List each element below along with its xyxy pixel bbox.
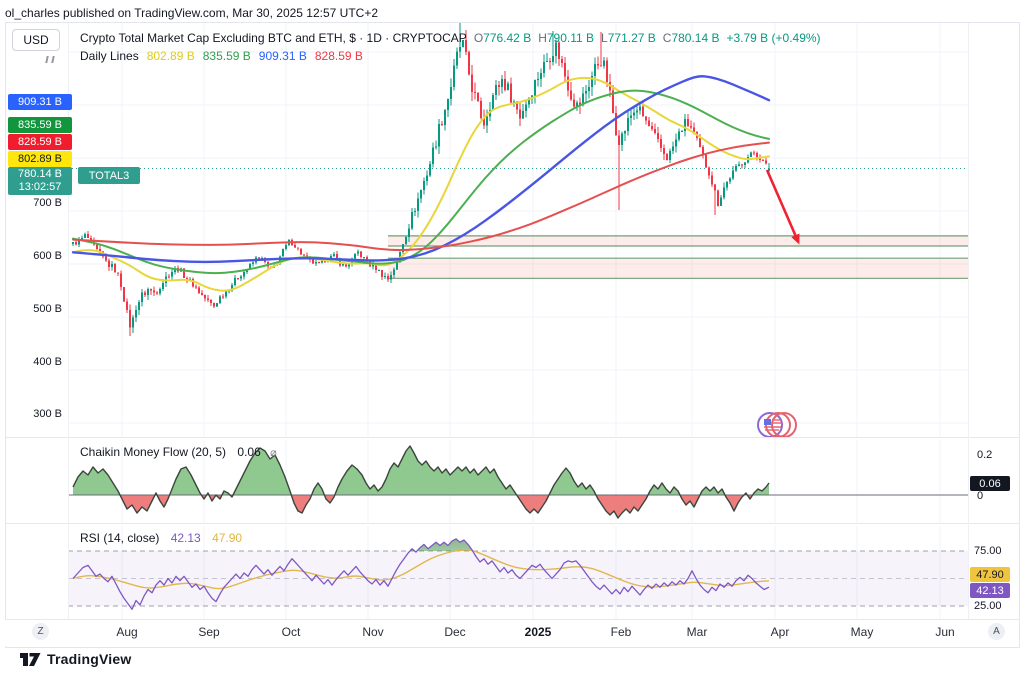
rsi-axis-top: 75.00 bbox=[974, 545, 1002, 557]
time-axis-label-may: May bbox=[850, 625, 874, 639]
rsi-pane[interactable] bbox=[0, 526, 1024, 619]
rsi-ma-value: 47.90 bbox=[212, 531, 243, 545]
ohlc-value: 780.14 B bbox=[671, 31, 720, 45]
cmf-axis-top: 0.2 bbox=[977, 449, 993, 461]
grid bbox=[68, 22, 968, 438]
tradingview-brand-text: TradingView bbox=[47, 651, 132, 667]
rsi-grid bbox=[121, 526, 941, 619]
rsi-legend-row[interactable]: RSI (14, close) 42.13 47.90 bbox=[80, 531, 242, 545]
cmf-last-value-badge: 0.06 bbox=[970, 476, 1010, 491]
price-tag-yellow-ma: 802.89 B bbox=[8, 151, 72, 167]
rsi-label: RSI (14, close) bbox=[80, 531, 160, 545]
price-tag-red-ma: 828.59 B bbox=[8, 134, 72, 150]
ohlc-key: O bbox=[473, 31, 484, 45]
rsi-ma-line bbox=[72, 549, 770, 590]
time-axis-label-oct: Oct bbox=[281, 625, 301, 639]
price-axis-tick: 400 B bbox=[33, 356, 62, 368]
price-pane[interactable] bbox=[0, 22, 1024, 438]
tradingview-logo-icon bbox=[20, 652, 41, 666]
symbol-legend-row[interactable]: Crypto Total Market Cap Excluding BTC an… bbox=[80, 31, 821, 45]
ma-red bbox=[72, 141, 770, 251]
ma-yellow bbox=[72, 76, 770, 292]
price-axis-tick: 600 B bbox=[33, 250, 62, 262]
adjust-button[interactable]: A bbox=[988, 623, 1005, 640]
timezone-button[interactable]: Z bbox=[32, 623, 49, 640]
rsi-line bbox=[72, 538, 770, 610]
rsi-value: 42.13 bbox=[170, 531, 201, 545]
currency-label: USD bbox=[23, 33, 49, 47]
ohlc-value: 771.27 B bbox=[607, 31, 656, 45]
cmf-label: Chaikin Money Flow (20, 5) bbox=[80, 445, 227, 459]
time-axis-label-jun: Jun bbox=[935, 625, 955, 639]
rsi-ma-badge: 47.90 bbox=[970, 567, 1010, 582]
rsi-value-badge: 42.13 bbox=[970, 583, 1010, 598]
time-axis-label-2025: 2025 bbox=[524, 625, 552, 639]
left-axis-border bbox=[68, 23, 69, 619]
time-axis-label-aug: Aug bbox=[116, 625, 138, 639]
cmf-legend-row[interactable]: Chaikin Money Flow (20, 5) 0.06 ⌀ bbox=[80, 445, 277, 459]
time-axis-separator bbox=[5, 619, 1019, 620]
price-axis-tick: 500 B bbox=[33, 303, 62, 315]
currency-button[interactable]: USD bbox=[12, 29, 60, 51]
daily-line-value: 835.59 B bbox=[202, 49, 251, 63]
change-value: +3.79 B (+0.49%) bbox=[726, 31, 821, 45]
time-axis-label-nov: Nov bbox=[362, 625, 384, 639]
symbol-tag-total3: TOTAL3 bbox=[78, 167, 140, 184]
daily-lines-label: Daily Lines bbox=[80, 49, 139, 63]
down-arrow-annotation[interactable] bbox=[765, 169, 800, 245]
time-axis-label-sep: Sep bbox=[198, 625, 220, 639]
cmf-value: 0.06 bbox=[237, 445, 261, 459]
ma-blue bbox=[71, 75, 771, 264]
cmf-area bbox=[68, 445, 968, 519]
daily-line-value: 909.31 B bbox=[258, 49, 307, 63]
price-tag-last: 780.14 B 13:02:57 bbox=[8, 167, 72, 195]
time-axis-label-apr: Apr bbox=[770, 625, 790, 639]
rsi-axis-bottom: 25.00 bbox=[974, 600, 1002, 612]
attribution-text: ol_charles published on TradingView.com,… bbox=[5, 6, 379, 20]
ohlc-value: 790.11 B bbox=[546, 31, 595, 45]
tradingview-brand[interactable]: TradingView bbox=[20, 651, 131, 667]
ohlc-key: L bbox=[601, 31, 608, 45]
price-axis-tick: 700 B bbox=[33, 197, 62, 209]
cmf-axis-zero: 0 bbox=[977, 490, 984, 502]
symbol-title: Crypto Total Market Cap Excluding BTC an… bbox=[80, 31, 467, 45]
right-axis-border bbox=[968, 23, 969, 619]
legend-collapse-marks-icon[interactable] bbox=[45, 56, 55, 63]
pane-separator-1[interactable] bbox=[5, 437, 1019, 438]
daily-line-value: 828.59 B bbox=[314, 49, 363, 63]
cmf-pane[interactable] bbox=[0, 440, 1024, 524]
time-axis-label-feb: Feb bbox=[610, 625, 632, 639]
ma-green bbox=[72, 89, 770, 275]
price-tag-green-ma: 835.59 B bbox=[8, 117, 72, 133]
price-tag-blue-ma: 909.31 B bbox=[8, 94, 72, 110]
cmf-source-icon: ⌀ bbox=[270, 447, 277, 459]
time-axis-label-mar: Mar bbox=[686, 625, 708, 639]
candles bbox=[72, 22, 770, 337]
pane-separator-2[interactable] bbox=[5, 523, 1019, 524]
ohlc-value: 776.42 B bbox=[483, 31, 532, 45]
rsi-overbought-fill bbox=[73, 538, 769, 551]
time-axis-label-dec: Dec bbox=[444, 625, 466, 639]
time-axis[interactable]: Z Aug Sep Oct Nov Dec 2025 Feb Mar Apr May Jun A bbox=[5, 620, 1019, 646]
cryptocap-watermark-icon bbox=[757, 412, 797, 438]
price-axis-tick: 300 B bbox=[33, 408, 62, 420]
support-resistance-bands bbox=[388, 235, 968, 279]
daily-lines-legend-row[interactable]: Daily Lines 802.89 B 835.59 B 909.31 B 828.5… bbox=[80, 49, 363, 63]
daily-line-value: 802.89 B bbox=[146, 49, 195, 63]
ohlc-key: C bbox=[662, 31, 672, 45]
ohlc-key: H bbox=[538, 31, 547, 45]
